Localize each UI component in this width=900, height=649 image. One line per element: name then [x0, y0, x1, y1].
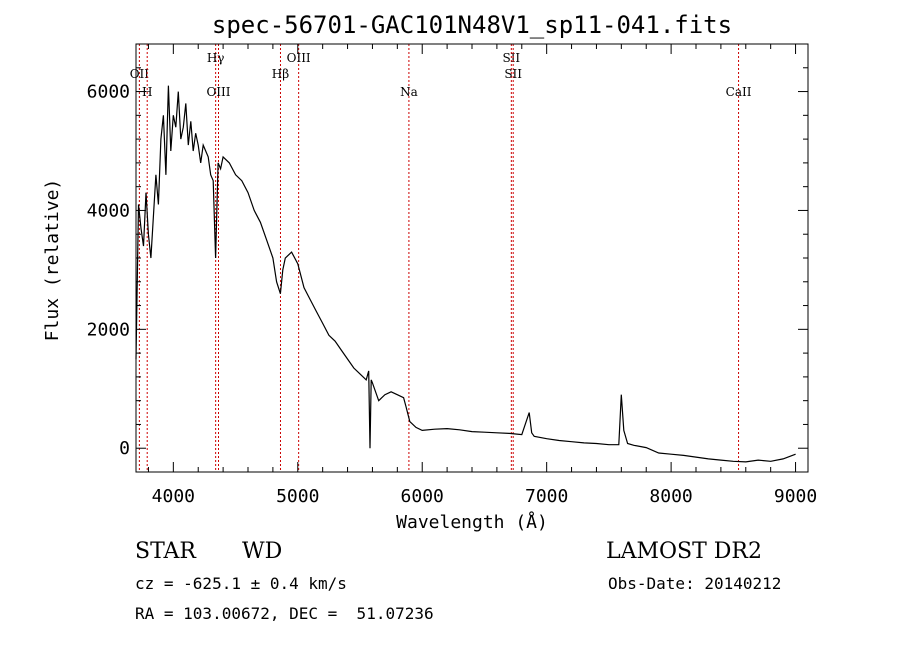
plot-frame [135, 43, 809, 473]
line-marker-label: SII [502, 51, 520, 65]
y-axis-label: Flux (relative) [42, 179, 63, 342]
x-tick-label: 4000 [152, 486, 195, 507]
line-marker-label: Na [400, 85, 418, 99]
y-tick-label: 6000 [87, 82, 130, 103]
x-tick-label: 8000 [649, 486, 692, 507]
series-layer [135, 85, 796, 463]
obs-date-text: Obs-Date: 20140212 [608, 574, 782, 593]
y-tick-label: 4000 [87, 200, 130, 221]
x-axis-label: Wavelength (Å) [396, 511, 548, 533]
axes: 4000 5000 6000 7000 8000 9000 0 2000 4000 6000 [87, 43, 817, 507]
coordinates-text: RA = 103.00672, DEC = 51.07236 [135, 604, 434, 623]
line-markers: OII H Hγ OIII Hβ OIII Na SII SII CaII [130, 44, 752, 472]
survey-name: LAMOST DR2 [606, 539, 762, 564]
x-tick-label: 5000 [276, 486, 319, 507]
x-tick-label: 6000 [401, 486, 444, 507]
line-marker-label: Hβ [272, 67, 289, 81]
line-marker-label: OIII [287, 51, 311, 65]
object-class: STAR [135, 539, 196, 564]
line-marker-label: CaII [726, 85, 752, 99]
y-tick-label: 2000 [87, 319, 130, 340]
line-marker-label: H [142, 85, 152, 99]
line-marker-label: OIII [206, 85, 230, 99]
line-marker-label: OII [130, 67, 150, 81]
chart-title: spec-56701-GAC101N48V1_sp11-041.fits [212, 11, 732, 39]
x-tick-label: 7000 [525, 486, 568, 507]
spectrum-line [135, 85, 796, 463]
y-tick-label: 0 [119, 438, 130, 459]
object-subclass: WD [242, 539, 283, 564]
redshift-text: cz = -625.1 ± 0.4 km/s [135, 574, 347, 593]
x-tick-label: 9000 [774, 486, 817, 507]
line-marker-label: SII [504, 67, 522, 81]
line-marker-label: Hγ [207, 51, 225, 65]
